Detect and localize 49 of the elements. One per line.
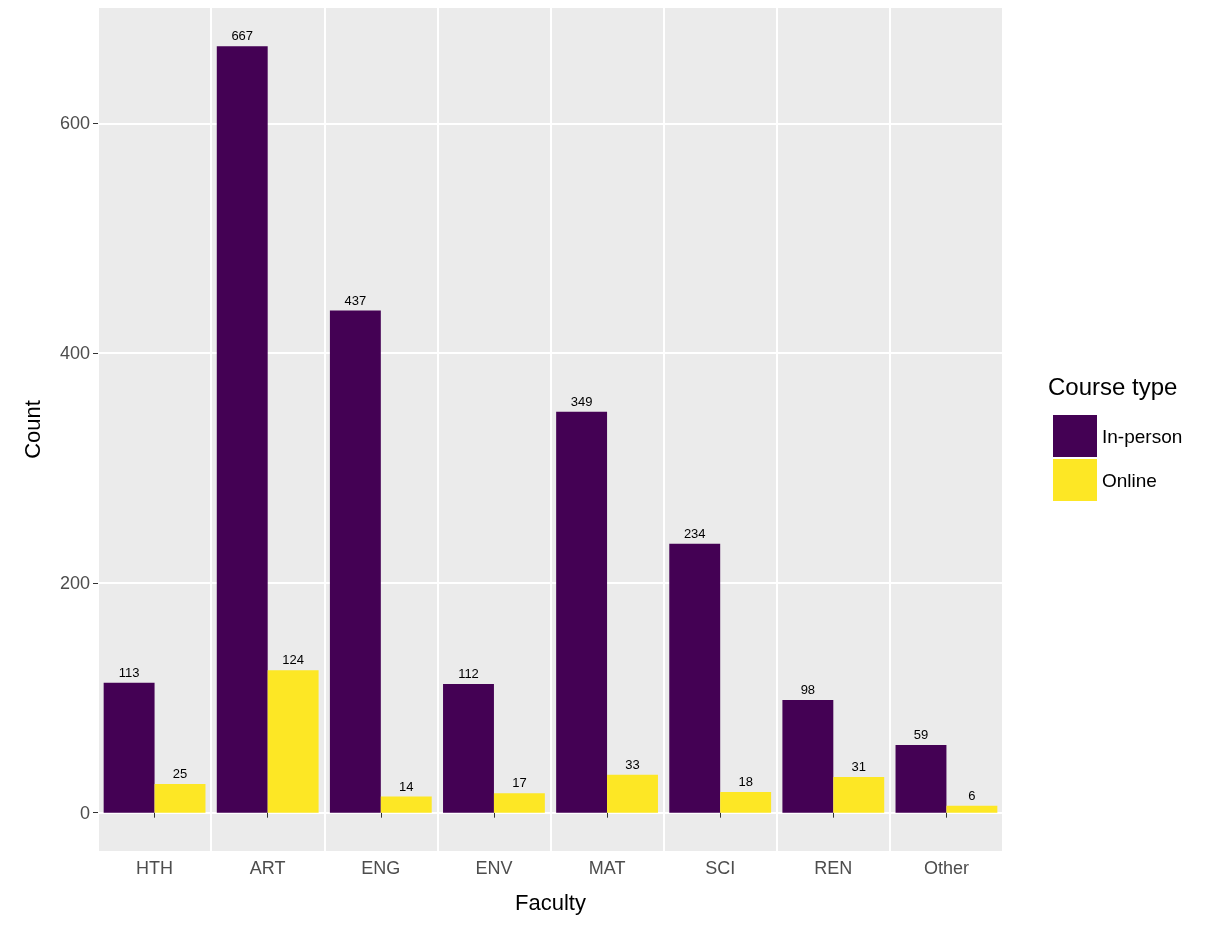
data-label: 59 [913,726,929,742]
data-label: 349 [570,393,593,409]
data-label: 112 [458,666,479,681]
bar [895,744,947,813]
bar [607,774,658,813]
x-tick-label: ENV [475,858,513,878]
x-tick-label: HTH [136,858,174,878]
bar [267,670,319,813]
data-label: 14 [399,778,414,794]
data-label: 113 [118,664,140,680]
data-label: 234 [683,525,706,541]
data-label: 6 [968,787,976,803]
bar [380,796,432,813]
x-tick-label: REN [814,858,853,878]
legend-title: Course type [1048,372,1178,400]
bar [443,684,494,813]
x-tick-label: ENG [361,858,401,878]
legend-label: In-person [1102,425,1183,447]
y-tick-label: 200 [59,572,90,593]
data-label: 17 [512,775,527,791]
y-tick-label: 400 [59,343,90,364]
data-label: 667 [231,28,254,44]
y-tick-label: 600 [59,113,90,134]
legend-label: Online [1102,469,1157,491]
data-label: 25 [172,765,188,781]
x-tick-label: Other [923,858,969,878]
bar [946,805,998,813]
data-label: 124 [282,652,304,668]
data-label: 33 [625,756,640,772]
bar [720,792,772,813]
bar [782,700,834,813]
y-tick-label: 0 [79,802,90,823]
x-tick-label: SCI [705,858,736,878]
bar [329,310,381,813]
data-label: 437 [344,292,367,308]
x-axis-title: Faculty [515,889,586,915]
data-label: 98 [800,682,816,698]
x-tick-label: MAT [588,858,626,878]
bar [556,411,608,813]
bar [103,682,155,813]
bar [493,793,545,813]
x-tick-label: ART [249,858,286,878]
y-axis-title: Count [19,400,45,459]
bar [833,777,885,813]
data-label: 18 [738,774,753,789]
bar [154,783,206,813]
data-label: 31 [851,759,866,775]
bar [669,543,721,813]
bar [216,46,268,813]
